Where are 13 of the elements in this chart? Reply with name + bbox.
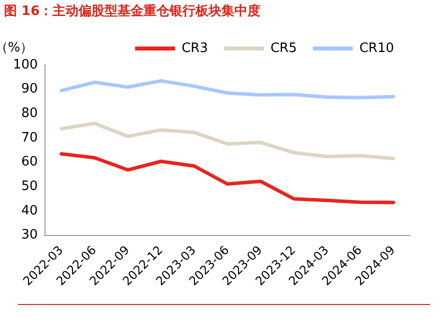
legend-label: CR3	[182, 40, 208, 56]
y-tick-label: 40	[21, 203, 38, 218]
legend-label: CR5	[270, 40, 297, 56]
y-axis-title: （%）	[0, 40, 34, 56]
legend-label: CR10	[359, 40, 394, 56]
y-tick-label: 100	[12, 57, 38, 72]
y-tick-label: 90	[21, 82, 38, 97]
chart-title: 图 16：主动偏股型基金重仓银行板块集中度	[4, 2, 261, 20]
y-tick-label: 80	[21, 106, 38, 122]
y-tick-label: 70	[21, 130, 38, 146]
y-tick-label: 60	[21, 154, 38, 170]
y-tick-label: 30	[21, 228, 38, 243]
y-tick-label: 50	[21, 179, 38, 194]
